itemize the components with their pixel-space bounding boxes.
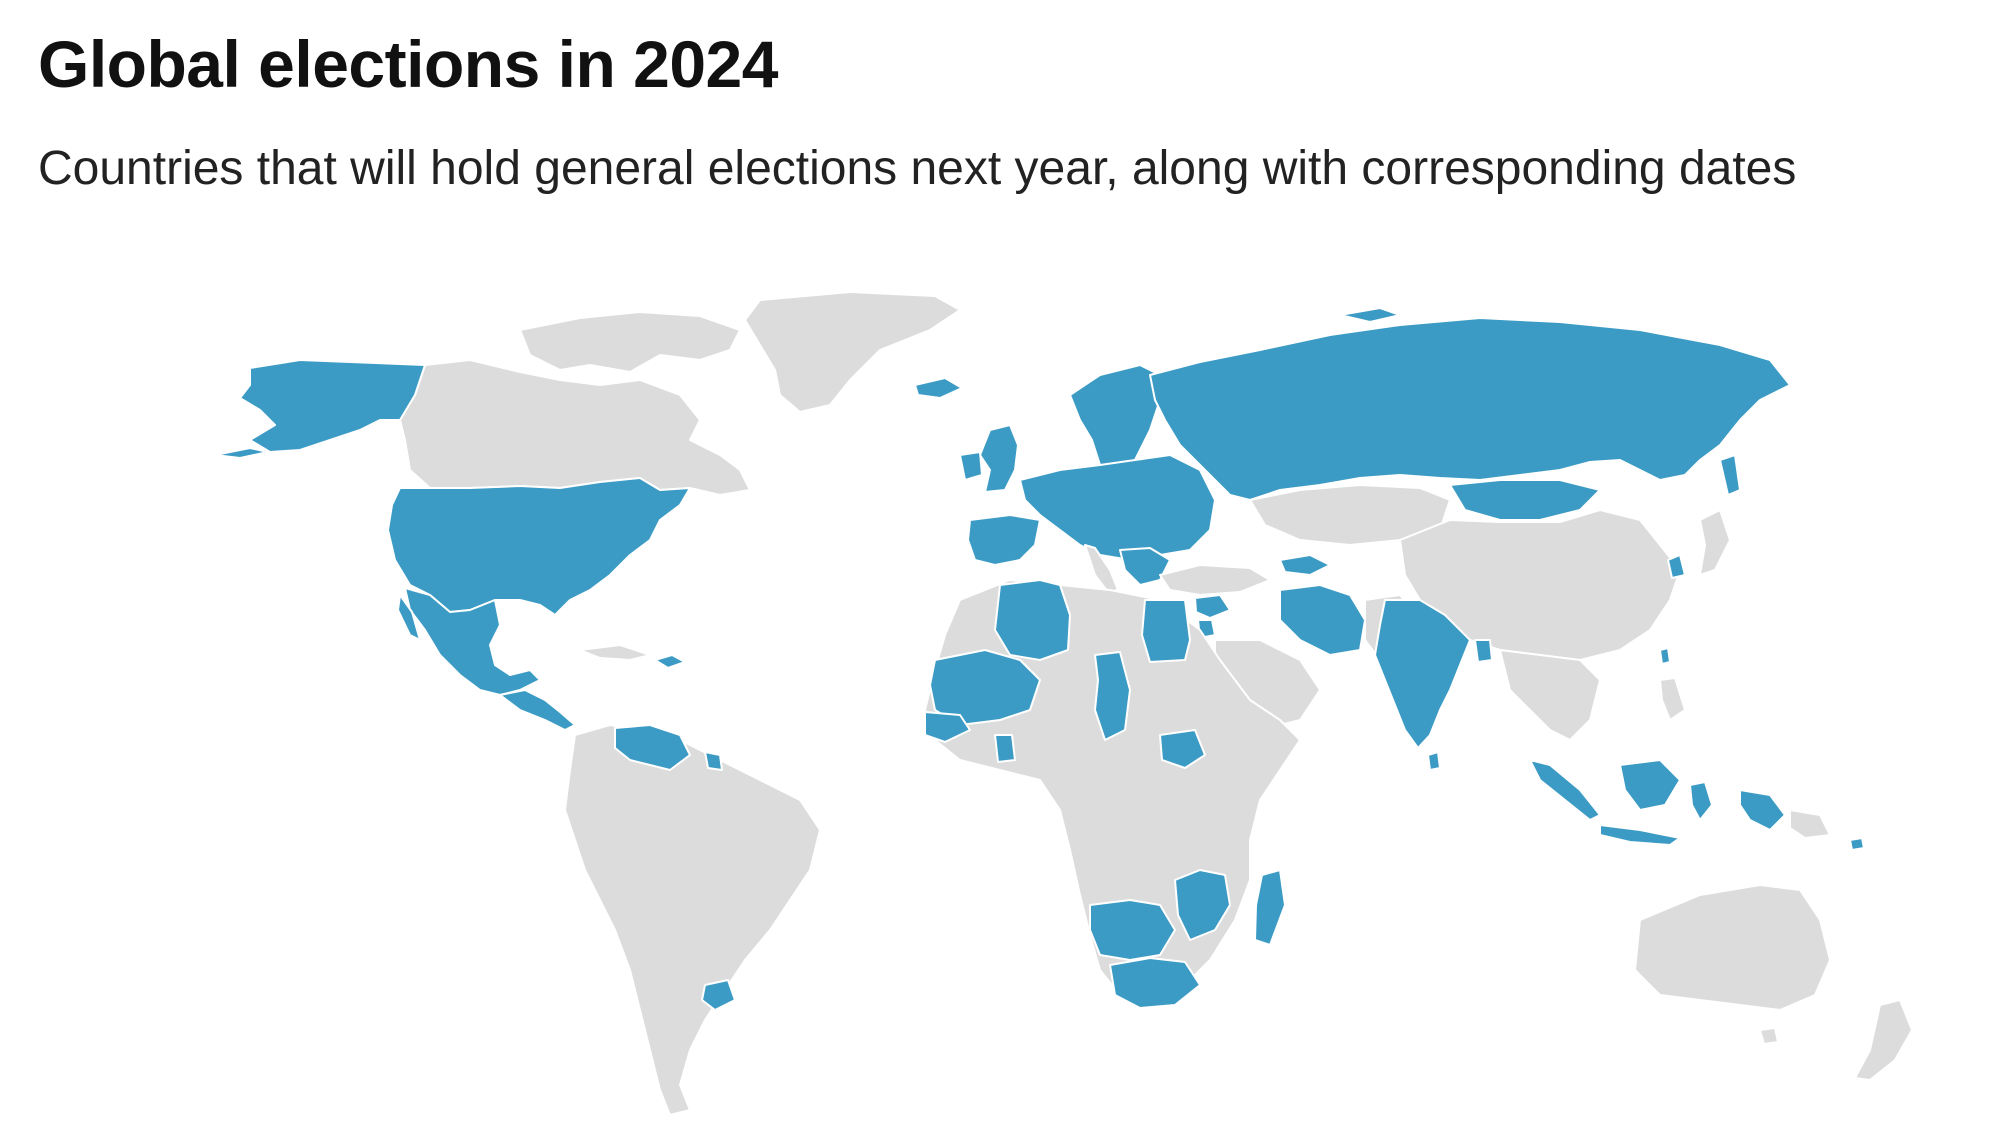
indonesia-papua (1739, 789, 1786, 831)
algeria-tunisia (994, 579, 1071, 661)
baja-california (397, 594, 421, 641)
south-america (564, 724, 821, 1116)
indonesia-java (1599, 824, 1681, 846)
georgia-azerbaijan (1279, 554, 1331, 576)
sri-lanka (1427, 751, 1441, 771)
uruguay (701, 979, 736, 1011)
iceland (914, 377, 963, 399)
japan (1699, 509, 1731, 576)
tasmania (1759, 1027, 1779, 1045)
egypt (1141, 599, 1191, 663)
papua-new-guinea (1789, 809, 1831, 839)
pacific-islands (1849, 837, 1865, 851)
europe-continent (1019, 454, 1216, 561)
madagascar (1254, 869, 1286, 946)
syria (1194, 594, 1231, 619)
new-zealand (1854, 999, 1913, 1081)
ireland (959, 451, 983, 481)
philippines (1659, 677, 1686, 721)
russia-islands (1339, 307, 1401, 323)
indonesia-sumatra (1529, 759, 1601, 821)
indonesia-borneo (1619, 759, 1681, 811)
central-america (499, 689, 576, 731)
south-africa (1109, 957, 1201, 1009)
venezuela (614, 724, 691, 771)
greenland (744, 291, 961, 413)
taiwan (1659, 647, 1671, 665)
iberia (967, 514, 1041, 566)
united-states (387, 477, 691, 616)
ghana-togo (994, 734, 1016, 763)
canada-arctic-islands (519, 311, 741, 373)
mauritania-mali (929, 649, 1041, 726)
chad (1094, 651, 1131, 741)
canada (399, 359, 751, 496)
mozambique-zimbabwe (1174, 869, 1231, 941)
dominican-republic (654, 654, 686, 669)
map-title: Global elections in 2024 (38, 27, 778, 101)
aleutian-islands (214, 447, 269, 459)
india (1374, 599, 1471, 749)
united-kingdom (979, 424, 1019, 493)
map-subtitle: Countries that will hold general electio… (38, 142, 1797, 195)
australia (1634, 884, 1831, 1011)
suriname (704, 751, 723, 771)
south-sudan (1159, 729, 1206, 769)
balkans (1119, 547, 1171, 586)
caribbean-islands (579, 644, 651, 661)
mongolia (1449, 479, 1601, 521)
southeast-asia (1499, 649, 1601, 741)
russia (1149, 317, 1791, 501)
italy (1084, 544, 1119, 593)
south-korea (1667, 554, 1686, 579)
alaska (239, 359, 426, 453)
scandinavia (1069, 364, 1171, 476)
senegal-west (924, 711, 971, 743)
indonesia-sulawesi (1689, 781, 1713, 821)
namibia-botswana (1089, 899, 1176, 961)
bangladesh (1474, 639, 1493, 663)
turkey (1159, 564, 1271, 596)
sakhalin (1719, 454, 1741, 496)
mexico (404, 587, 541, 696)
iran (1279, 584, 1366, 656)
